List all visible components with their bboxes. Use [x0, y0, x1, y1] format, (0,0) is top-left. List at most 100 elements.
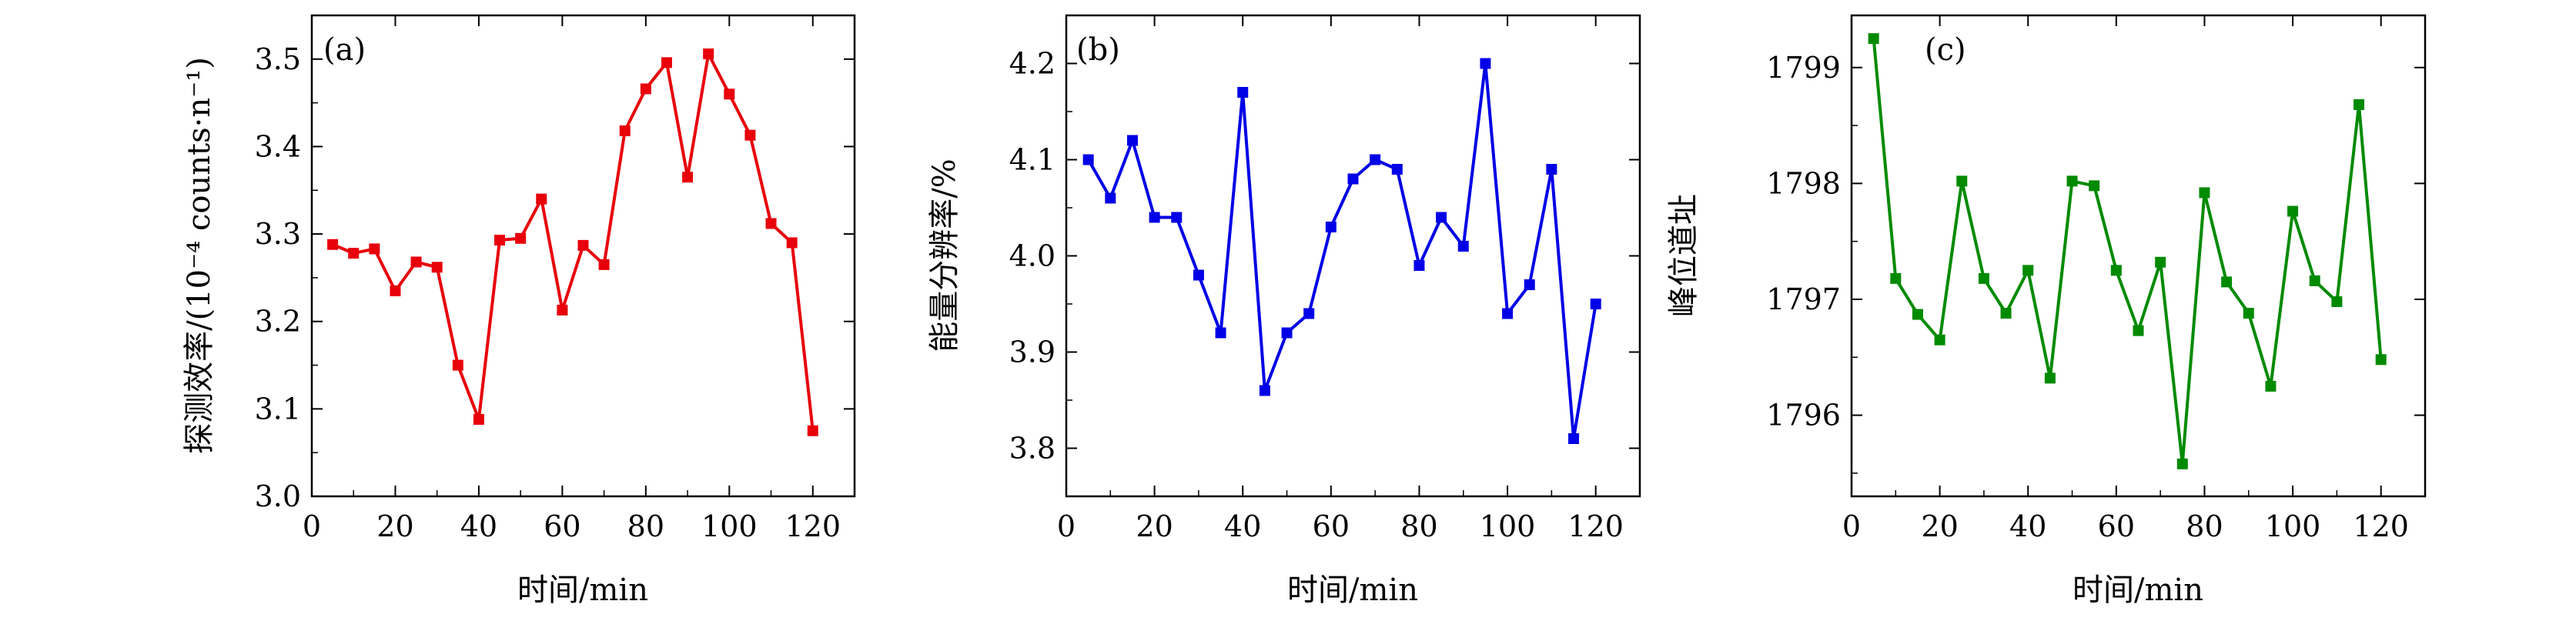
data-point	[640, 83, 651, 95]
data-point	[348, 248, 360, 259]
data-point	[1303, 308, 1315, 319]
data-point	[1524, 279, 1535, 290]
y-axis-title-a: 探测效率/(10⁻⁴ counts·n⁻¹)	[182, 57, 217, 454]
data-point	[536, 193, 547, 205]
y-tick-label: 1797	[1766, 282, 1841, 316]
data-point	[2110, 265, 2122, 276]
x-tick-label: 60	[1313, 509, 1350, 543]
y-tick-label: 3.2	[255, 305, 301, 339]
data-point	[1590, 299, 1601, 309]
x-tick-label: 20	[376, 509, 413, 543]
data-point	[1237, 87, 1249, 98]
data-point	[2022, 265, 2034, 276]
x-tick-label: 20	[1136, 509, 1173, 543]
data-point	[2000, 308, 2012, 319]
data-point	[1413, 260, 1425, 271]
data-point	[1171, 212, 1183, 223]
x-axis-title-b: 时间/min	[1287, 573, 1418, 608]
data-point	[2133, 325, 2144, 336]
x-tick-label: 120	[1567, 509, 1624, 543]
data-point	[431, 262, 443, 273]
x-tick-label: 0	[303, 509, 321, 543]
data-point	[2287, 205, 2299, 217]
data-point	[452, 359, 463, 371]
x-tick-label: 80	[1400, 509, 1437, 543]
data-point	[1347, 173, 1359, 185]
y-tick-label: 1799	[1766, 51, 1841, 85]
data-point	[577, 239, 589, 251]
data-point	[1082, 154, 1094, 165]
data-point	[473, 414, 484, 425]
y-tick-label: 1796	[1766, 399, 1841, 432]
data-point	[598, 259, 610, 270]
data-point	[1457, 241, 1469, 252]
data-point	[1370, 154, 1381, 165]
x-tick-label: 100	[2265, 509, 2321, 543]
data-point	[515, 232, 527, 244]
data-point	[2089, 180, 2100, 192]
data-point	[327, 239, 339, 250]
x-tick-label: 60	[544, 509, 580, 543]
series-a	[327, 48, 818, 436]
x-tick-label: 0	[1842, 509, 1861, 543]
x-tick-label: 40	[2009, 509, 2046, 543]
panel-b: (b) 0 20 40 60 80 100 120 3.8 3.9 4.0 4.1 4.2 时间/m…	[927, 14, 1641, 608]
data-point	[494, 235, 506, 246]
y-axis-title-c: 峰位道址	[1666, 194, 1701, 317]
series-b	[1082, 58, 1601, 444]
x-tick-label: 80	[627, 509, 664, 543]
y-tick-label: 1798	[1766, 166, 1841, 200]
y-tick-label: 3.1	[255, 392, 301, 426]
data-point	[1391, 164, 1403, 175]
x-tick-label: 100	[701, 509, 758, 543]
panel-label-a: (a)	[323, 32, 366, 68]
data-point	[2309, 275, 2320, 286]
data-point	[369, 243, 380, 255]
data-point	[1868, 33, 1879, 45]
data-point	[1193, 269, 1204, 281]
data-point	[1325, 222, 1337, 232]
data-point	[1978, 272, 1989, 284]
data-point	[1215, 327, 1226, 339]
y-tick-label: 3.4	[255, 129, 301, 163]
data-point	[1502, 308, 1514, 319]
data-point	[390, 285, 401, 296]
series-c	[1868, 33, 2387, 469]
data-point	[2331, 295, 2343, 307]
y-tick-label: 3.9	[1009, 336, 1055, 369]
data-point	[1934, 334, 1945, 346]
y-tick-label: 4.0	[1009, 239, 1055, 273]
plot-frame-b	[1065, 14, 1641, 498]
x-tick-label: 60	[2098, 509, 2135, 543]
data-point	[1568, 433, 1580, 444]
x-tick-label: 120	[785, 509, 841, 543]
data-point	[765, 218, 777, 229]
x-ticks-a: 0 20 40 60 80 100 120	[303, 15, 841, 543]
data-point	[1149, 212, 1160, 223]
plot-frame-a	[310, 14, 856, 498]
series-line	[1872, 38, 2383, 466]
x-axis-title-a: 时间/min	[517, 573, 648, 608]
y-tick-label: 3.0	[255, 479, 301, 513]
data-point	[2354, 98, 2365, 110]
data-point	[1105, 192, 1116, 204]
data-point	[1281, 327, 1293, 339]
y-ticks-b: 3.8 3.9 4.0 4.1 4.2	[1009, 47, 1640, 466]
data-point	[2243, 308, 2254, 319]
y-tick-label: 3.8	[1009, 432, 1055, 466]
data-point	[2221, 276, 2233, 288]
plot-frame-c	[1850, 14, 2427, 498]
x-tick-label: 120	[2353, 509, 2409, 543]
panel-c: (c) 0 20 40 60 80 100 120 1796 1797 1798 1799 时间/…	[1666, 14, 2427, 608]
data-point	[682, 172, 694, 183]
data-point	[2265, 380, 2277, 392]
x-tick-label: 100	[1480, 509, 1536, 543]
x-tick-label: 20	[1921, 509, 1958, 543]
series-line	[1086, 62, 1597, 440]
data-point	[557, 304, 568, 316]
data-point	[2176, 458, 2188, 469]
y-axis-title-b: 能量分辨率/%	[927, 159, 962, 352]
x-axis-title-c: 时间/min	[2073, 573, 2203, 608]
y-tick-label: 4.2	[1009, 47, 1055, 81]
data-point	[2044, 372, 2056, 384]
